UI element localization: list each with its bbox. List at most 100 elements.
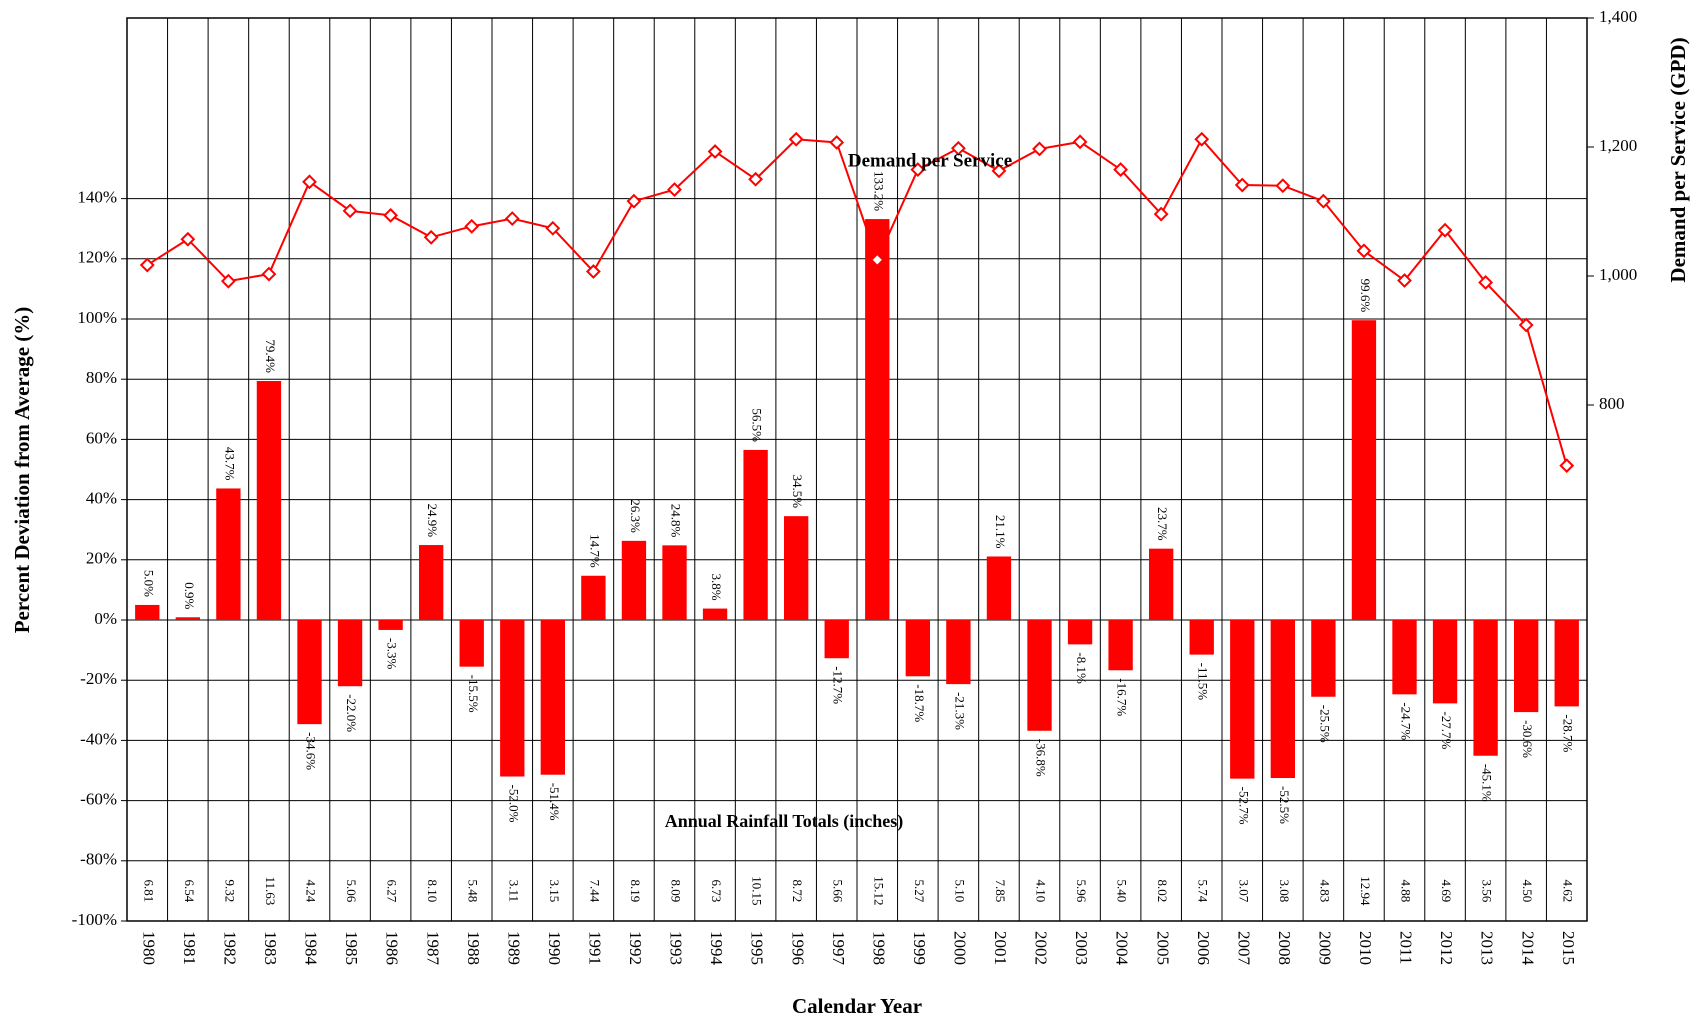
x-tick-label: 2013 <box>1478 931 1497 965</box>
value-label: -11.5% <box>1196 663 1211 701</box>
rainfall-label: 5.48 <box>466 880 481 903</box>
demand-marker <box>1559 458 1575 474</box>
annotation: Annual Rainfall Totals (inches) <box>665 811 904 832</box>
value-label: -24.7% <box>1399 702 1414 740</box>
rainfall-label: 6.73 <box>709 880 724 903</box>
bar <box>865 219 890 620</box>
x-tick-label: 2009 <box>1315 931 1334 965</box>
x-tick-label: 1980 <box>139 931 158 965</box>
value-label: -28.7% <box>1561 714 1576 752</box>
rainfall-label: 3.11 <box>506 880 521 902</box>
bar <box>905 620 930 677</box>
x-tick-label: 2015 <box>1559 931 1578 965</box>
x-tick-label: 1981 <box>180 931 199 965</box>
rainfall-label: 3.56 <box>1480 880 1495 903</box>
rainfall-label: 5.06 <box>344 880 359 903</box>
bar <box>1270 620 1295 779</box>
bar <box>1554 620 1579 707</box>
x-tick-label: 1985 <box>342 931 361 965</box>
rainfall-label: 10.15 <box>750 876 765 905</box>
x-tick-label: 2007 <box>1234 931 1253 966</box>
value-label: -34.6% <box>304 732 319 770</box>
demand-marker <box>1356 243 1372 259</box>
bar <box>1189 620 1214 655</box>
x-tick-label: 1986 <box>383 931 402 965</box>
x-tick-label: 1996 <box>788 931 807 965</box>
bar <box>378 620 403 630</box>
bar <box>1514 620 1539 713</box>
bar <box>135 604 160 620</box>
x-tick-label: 1994 <box>707 931 726 966</box>
x-tick-label: 2006 <box>1194 931 1213 965</box>
demand-marker <box>991 163 1007 179</box>
value-label: 56.5% <box>750 408 765 442</box>
bar <box>784 516 809 620</box>
demand-marker <box>180 231 196 247</box>
x-tick-label: 2001 <box>991 931 1010 965</box>
y-tick-label: 140% <box>77 188 117 207</box>
plot-border <box>126 17 1588 922</box>
bar <box>581 575 606 620</box>
rainfall-label: 5.66 <box>831 880 846 903</box>
demand-marker <box>1275 178 1291 194</box>
value-label: -36.8% <box>1034 739 1049 777</box>
bar <box>419 545 444 620</box>
y-tick-label: 60% <box>86 428 117 447</box>
x-tick-label: 1988 <box>464 931 483 965</box>
annotation: Demand per Service <box>848 150 1012 171</box>
rainfall-label: 3.15 <box>547 880 562 903</box>
demand-marker <box>1478 275 1494 290</box>
bar <box>175 617 200 620</box>
demand-line <box>146 137 1568 466</box>
rainfall-label: 6.81 <box>141 880 156 903</box>
bar <box>1432 620 1458 704</box>
bar <box>986 556 1012 620</box>
y-tick-label: 120% <box>77 248 117 267</box>
demand-marker <box>545 220 561 236</box>
demand-marker <box>585 264 601 279</box>
value-label: 23.7% <box>1155 507 1170 541</box>
x-tick-label: 2011 <box>1397 931 1416 964</box>
bar <box>540 620 565 775</box>
rainfall-label: 8.02 <box>1155 880 1170 903</box>
demand-marker <box>667 182 682 197</box>
bar <box>824 620 849 659</box>
value-label: -8.1% <box>1074 652 1089 684</box>
demand-marker <box>1234 177 1250 193</box>
x-tick-label: 1999 <box>910 931 929 965</box>
rainfall-label: 8.72 <box>790 880 805 903</box>
rainfall-label: 3.08 <box>1277 880 1292 903</box>
bar <box>337 620 363 687</box>
y2-tick-label: 1,000 <box>1599 265 1637 284</box>
demand-marker <box>261 266 277 282</box>
value-label: -51.4% <box>547 783 562 821</box>
x-tick-label: 2010 <box>1356 931 1375 965</box>
x-tick-label: 2012 <box>1437 931 1456 965</box>
demand-marker <box>1194 131 1210 147</box>
demand-marker <box>707 144 723 159</box>
demand-marker <box>910 162 926 177</box>
x-tick-label: 1984 <box>302 931 321 966</box>
demand-marker <box>1113 162 1129 177</box>
y2-tick-label: 1,200 <box>1599 136 1637 155</box>
value-label: -18.7% <box>912 684 927 722</box>
value-label: 24.8% <box>669 504 684 538</box>
value-label: -25.5% <box>1317 705 1332 743</box>
demand-marker <box>220 273 236 289</box>
demand-marker <box>1315 193 1331 209</box>
demand-marker <box>423 229 439 245</box>
bar <box>216 488 241 620</box>
demand-marker <box>1397 273 1412 288</box>
demand-marker <box>950 140 966 156</box>
rainfall-label: 5.10 <box>952 880 967 903</box>
demand-marker <box>1032 141 1047 157</box>
x-axis-title: Calendar Year <box>792 994 922 1018</box>
y-tick-label: 100% <box>77 308 117 327</box>
rainfall-label: 8.09 <box>669 880 684 903</box>
y-tick-label: 40% <box>86 489 117 508</box>
x-tick-label: 1992 <box>626 931 645 965</box>
demand-marker <box>464 218 480 234</box>
demand-marker <box>869 252 885 268</box>
value-label: -30.6% <box>1520 720 1535 758</box>
